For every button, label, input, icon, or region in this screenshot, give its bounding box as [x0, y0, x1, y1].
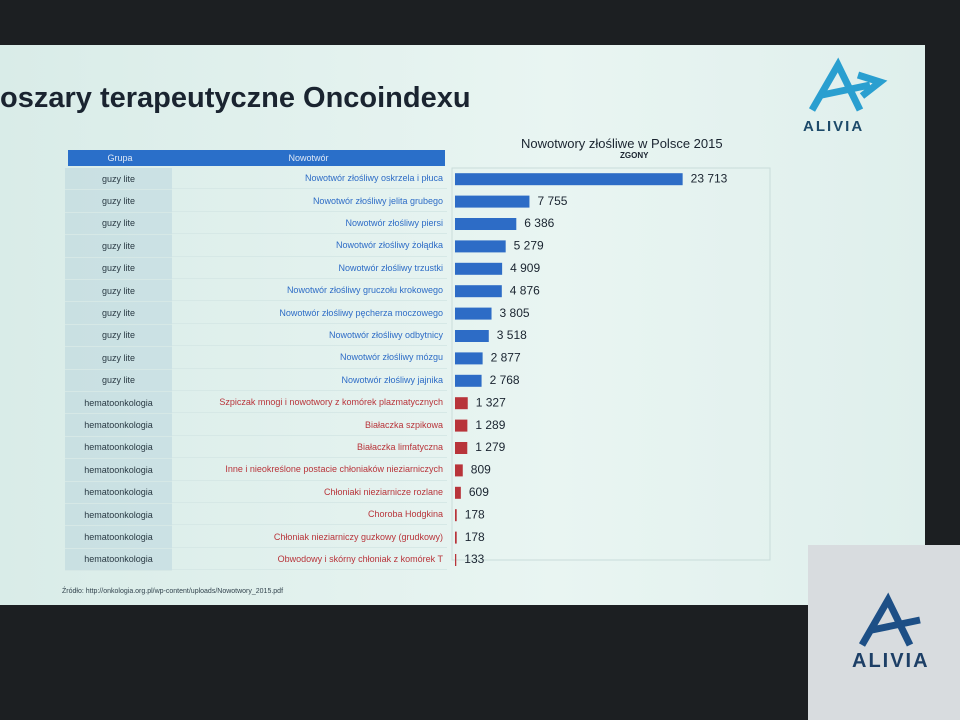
slide-title: oszary terapeutyczne Oncoindexu: [0, 82, 471, 114]
value-label: 7 755: [537, 194, 567, 208]
value-label: 3 518: [497, 328, 527, 342]
category-label: Nowotwór złośliwy gruczołu krokowego: [172, 280, 447, 302]
bar: [455, 218, 517, 230]
value-label: 1 279: [475, 440, 505, 454]
logo-mark: [808, 57, 888, 112]
slide: [0, 45, 925, 605]
chart-title: Nowotwory złośliwe w Polsce 2015: [521, 136, 723, 151]
source-note: Źródło: http://onkologia.org.pl/wp-conte…: [62, 588, 284, 595]
category-label: Białaczka szpikowa: [172, 414, 447, 436]
plot-frame: [451, 167, 771, 561]
value-label: 609: [469, 485, 489, 499]
stand: [808, 545, 960, 720]
category-label: Szpiczak mnogi i nowotwory z komórek pla…: [172, 392, 447, 414]
chart-subtitle: ZGONY: [620, 151, 649, 160]
column-header: Grupa: [68, 150, 172, 166]
bar: [455, 285, 502, 298]
bar: [455, 442, 468, 454]
group-label: hematoonkologia: [65, 526, 172, 549]
bar: [455, 419, 468, 432]
stand-logo-mark: [858, 592, 921, 647]
group-label: guzy lite: [65, 369, 172, 392]
category-label: Chłoniaki nieziarnicze rozlane: [172, 482, 447, 503]
group-label: guzy lite: [65, 168, 172, 191]
group-label: hematoonkologia: [65, 436, 172, 460]
category-label: Choroba Hodgkina: [172, 504, 447, 526]
category-label: Nowotwór złośliwy oskrzela i płuca: [172, 168, 447, 190]
bar: [455, 173, 683, 186]
group-label: hematoonkologia: [65, 414, 172, 437]
group-label: hematoonkologia: [65, 504, 172, 527]
value-label: 4 909: [510, 261, 540, 275]
bar: [455, 352, 483, 365]
group-label: guzy lite: [65, 212, 172, 236]
value-label: 178: [465, 507, 485, 521]
value-label: 133: [464, 552, 484, 566]
group-label: guzy lite: [65, 302, 172, 325]
group-label: hematoonkologia: [65, 481, 172, 504]
stand-logo-text: ALIVIA: [852, 650, 930, 672]
bar: [455, 531, 457, 544]
bar: [455, 374, 482, 387]
category-label: Nowotwór złośliwy piersi: [172, 213, 447, 235]
group-label: hematoonkologia: [65, 548, 172, 572]
bar: [455, 262, 503, 275]
category-label: Nowotwór złośliwy pęcherza moczowego: [172, 302, 447, 324]
group-label: hematoonkologia: [65, 459, 172, 482]
bar: [455, 486, 461, 499]
bar: [455, 195, 530, 208]
value-label: 3 805: [500, 306, 530, 320]
value-label: 1 327: [476, 395, 506, 409]
category-label: Nowotwór złośliwy mózgu: [172, 347, 447, 369]
group-label: guzy lite: [65, 190, 172, 213]
bar: [455, 240, 506, 253]
value-label: 178: [465, 530, 485, 544]
category-label: Nowotwór złośliwy odbytnicy: [172, 325, 447, 347]
bar: [455, 397, 468, 410]
category-label: Chłoniak nieziarniczy guzkowy (grudkowy): [172, 526, 447, 548]
group-label: guzy lite: [65, 257, 172, 280]
category-label: Inne i nieokreślone postacie chłoniaków …: [172, 459, 447, 481]
category-label: Nowotwór złośliwy trzustki: [172, 258, 447, 279]
value-label: 809: [471, 463, 491, 477]
column-header: Nowotwór: [172, 150, 445, 166]
logo-text: ALIVIA: [803, 118, 865, 135]
category-label: Obwodowy i skórny chłoniak z komórek T: [172, 549, 447, 571]
group-label: guzy lite: [65, 324, 172, 348]
category-label: Nowotwór złośliwy żołądka: [172, 235, 447, 257]
category-label: Białaczka limfatyczna: [172, 437, 447, 459]
group-label: guzy lite: [65, 347, 172, 370]
value-label: 2 877: [491, 351, 521, 365]
group-label: guzy lite: [65, 235, 172, 258]
bar: [455, 509, 457, 522]
bar: [455, 554, 457, 566]
bar: [455, 464, 463, 477]
value-label: 1 289: [475, 418, 505, 432]
category-label: Nowotwór złośliwy jajnika: [172, 370, 447, 391]
value-label: 6 386: [524, 216, 554, 230]
group-label: guzy lite: [65, 280, 172, 303]
category-label: Nowotwór złośliwy jelita grubego: [172, 190, 447, 212]
value-label: 5 279: [514, 239, 544, 253]
value-label: 23 713: [691, 171, 728, 185]
bar: [455, 330, 489, 342]
value-label: 4 876: [510, 283, 540, 297]
value-label: 2 768: [490, 373, 520, 387]
bar: [455, 307, 492, 320]
group-label: hematoonkologia: [65, 392, 172, 415]
